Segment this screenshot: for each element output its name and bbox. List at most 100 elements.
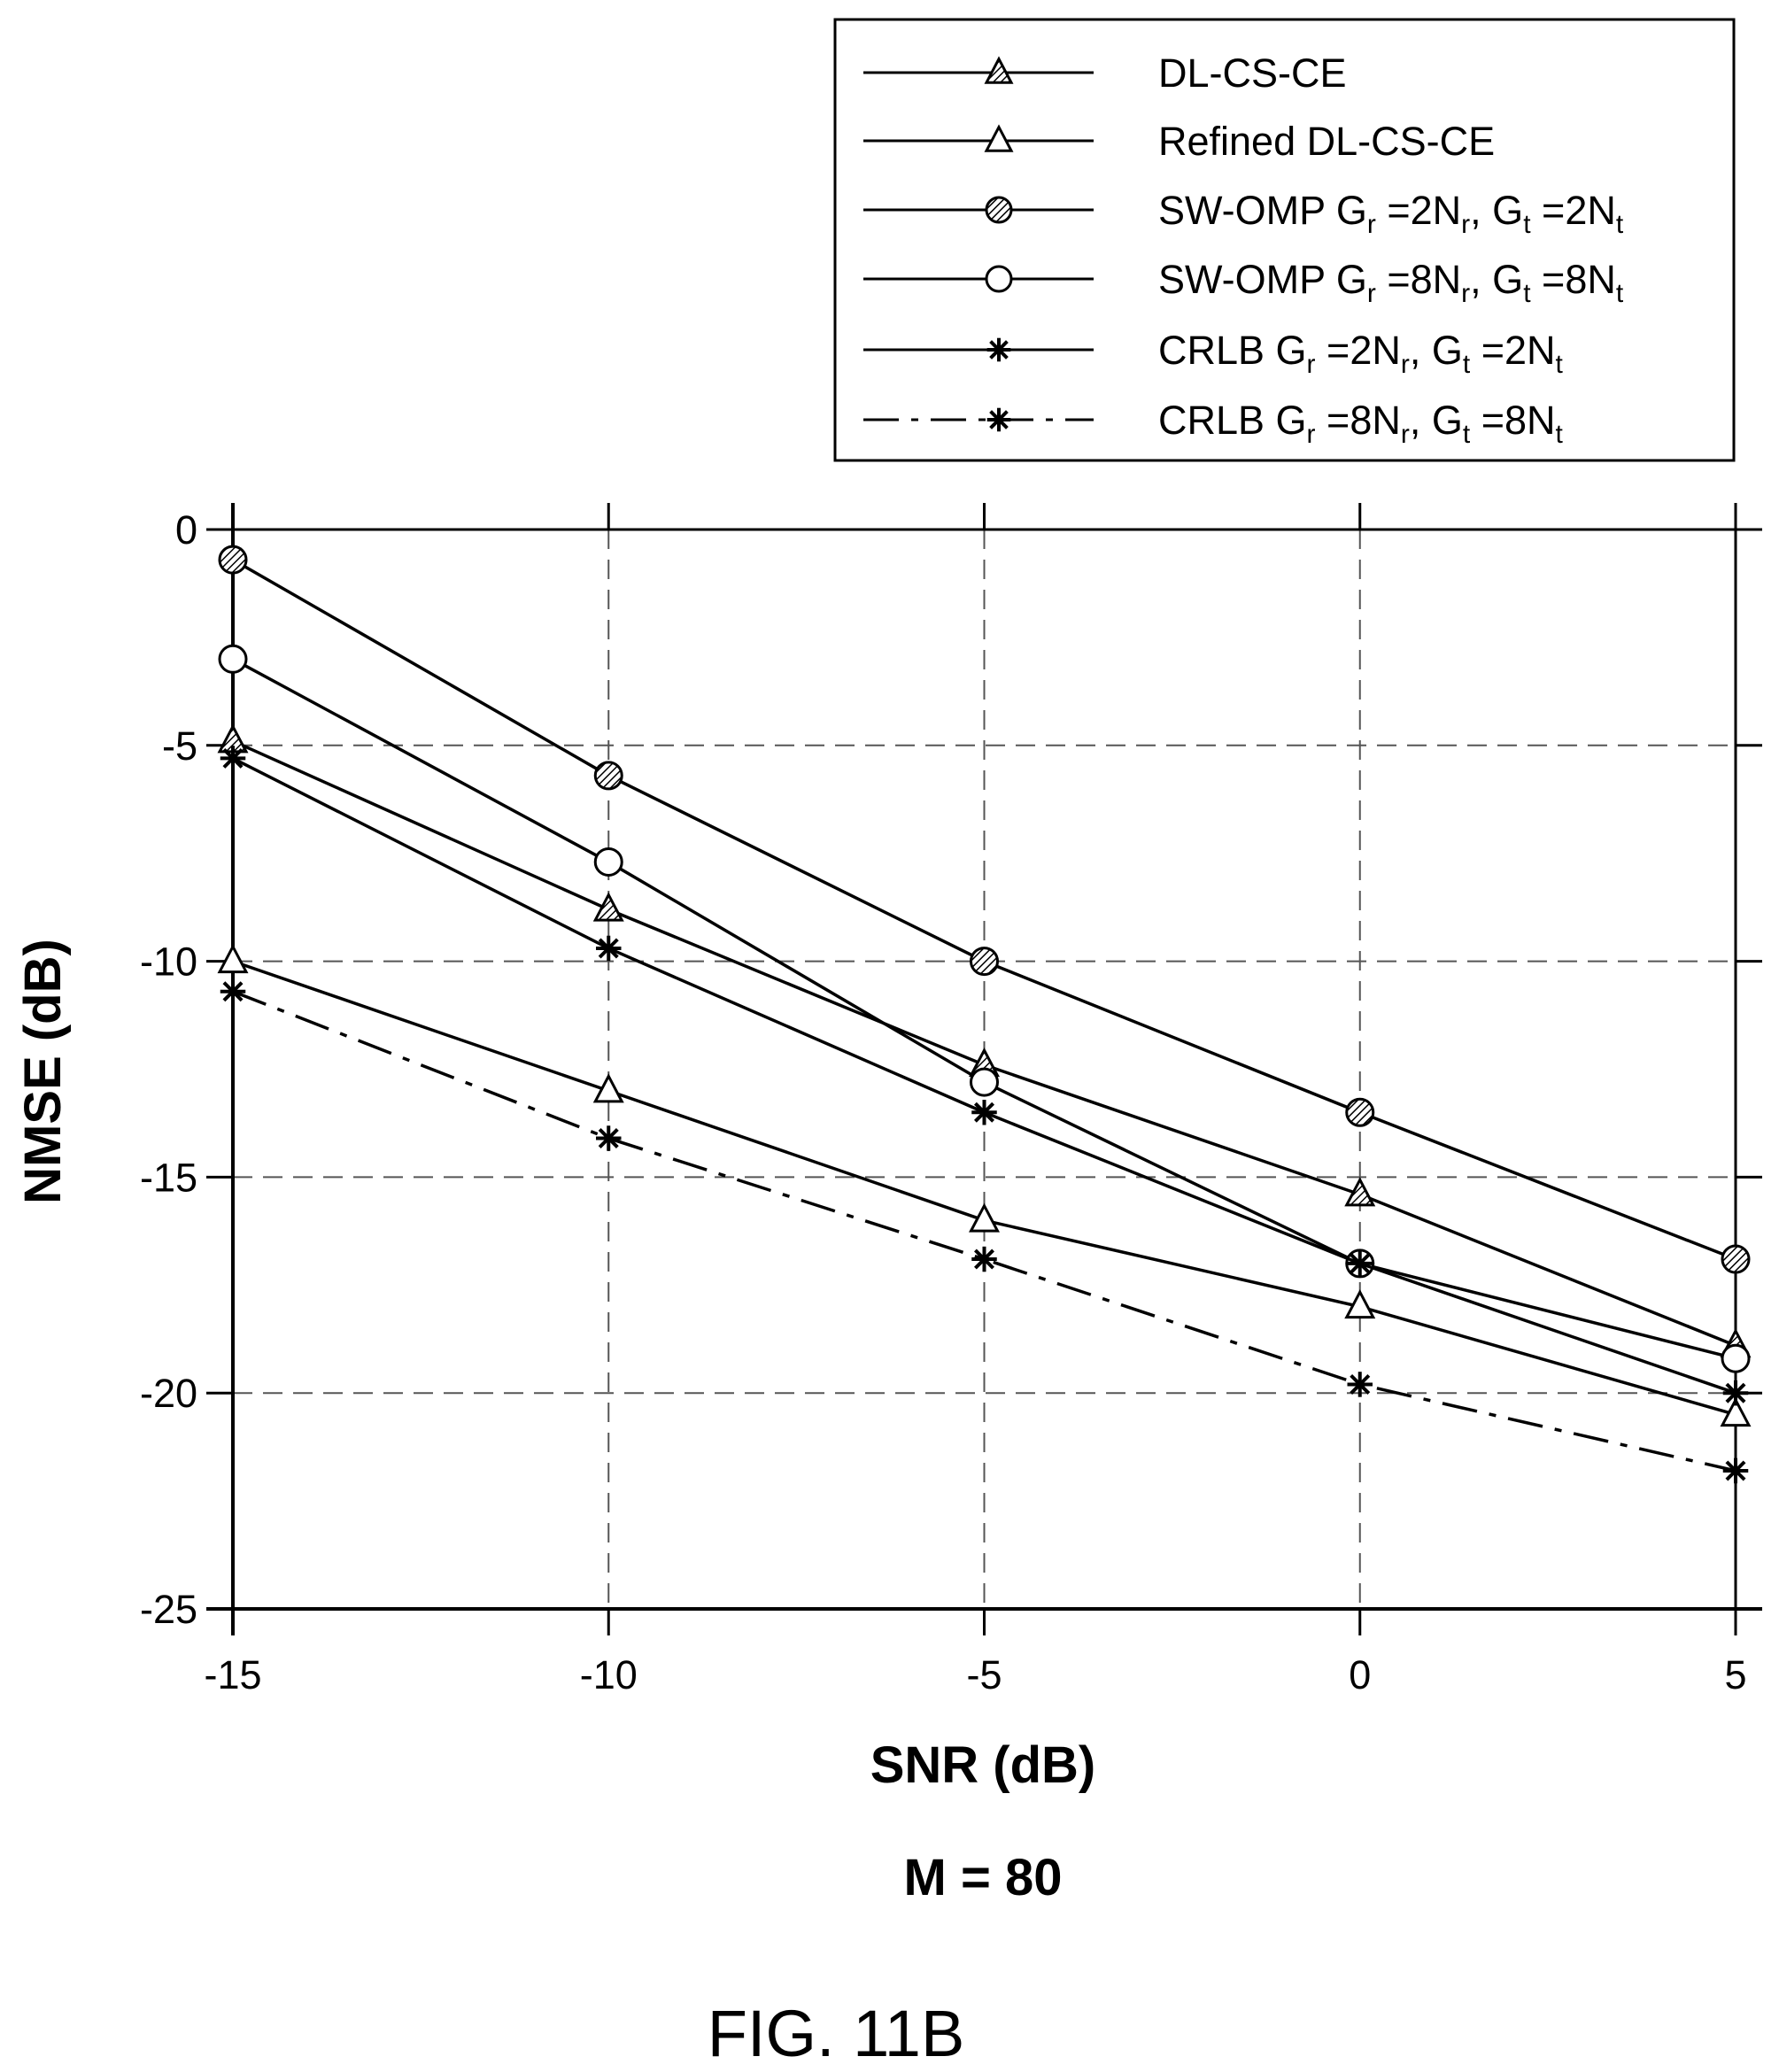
legend-subscript: t xyxy=(1556,350,1564,379)
legend-text-part: CRLB G xyxy=(1158,328,1307,373)
series-5 xyxy=(220,746,1749,1406)
circle-marker xyxy=(593,761,623,791)
asterisk-marker xyxy=(971,1100,997,1125)
y-tick-label: -25 xyxy=(140,1587,197,1632)
triangle-marker xyxy=(969,1202,1000,1233)
legend-subscript: r xyxy=(1307,350,1316,379)
legend-subscript: t xyxy=(1616,210,1624,239)
x-axis-title: SNR (dB) xyxy=(870,1736,1096,1794)
asterisk-marker xyxy=(971,1246,997,1272)
triangle-marker xyxy=(592,1073,624,1103)
triangle-marker xyxy=(217,943,249,974)
legend-subscript: t xyxy=(1523,279,1531,308)
legend-entry-6: CRLB Gr =8Nr, Gt =8Nt xyxy=(863,398,1564,449)
circle-marker xyxy=(985,196,1013,224)
legend-text-part: =8N xyxy=(1316,398,1401,443)
y-tick-label: 0 xyxy=(175,507,197,553)
legend-label: CRLB Gr =8Nr, Gt =8Nt xyxy=(1158,398,1564,449)
asterisk-marker xyxy=(1347,1372,1373,1397)
x-tick-label: 5 xyxy=(1724,1652,1746,1697)
legend-text-part: CRLB G xyxy=(1158,398,1307,443)
legend-text-part: =2N xyxy=(1316,328,1401,373)
legend-text-part: DL-CS-CE xyxy=(1158,50,1347,96)
circle-marker xyxy=(218,545,248,575)
legend-subscript: r xyxy=(1367,210,1376,239)
asterisk-marker xyxy=(596,1125,622,1151)
legend-subscript: t xyxy=(1463,420,1471,449)
legend-text-part: , G xyxy=(1470,257,1523,302)
chart-subtitle: M = 80 xyxy=(904,1849,1063,1906)
circle-marker xyxy=(1721,1244,1751,1274)
asterisk-marker xyxy=(1722,1380,1749,1406)
triangle-marker xyxy=(592,892,624,922)
legend-subscript: t xyxy=(1463,350,1471,379)
legend-subscript: t xyxy=(1556,420,1564,449)
legend-text-part: , G xyxy=(1410,398,1463,443)
asterisk-marker xyxy=(1347,1250,1373,1277)
asterisk-marker xyxy=(220,978,246,1004)
asterisk-marker xyxy=(986,407,1011,432)
legend-label: DL-CS-CE xyxy=(1158,50,1347,96)
asterisk-marker xyxy=(220,746,246,771)
legend-entry-4: SW-OMP Gr =8Nr, Gt =8Nt xyxy=(863,257,1624,308)
series-3 xyxy=(218,545,1751,1274)
y-tick-label: -5 xyxy=(162,723,197,769)
figure-label: FIG. 11B xyxy=(708,1997,965,2068)
triangle-marker xyxy=(984,56,1014,84)
legend-text-part: , G xyxy=(1410,328,1463,373)
legend-subscript: r xyxy=(1307,420,1316,449)
legend-label: SW-OMP Gr =8Nr, Gt =8Nt xyxy=(1158,257,1624,308)
legend-text-part: , G xyxy=(1470,188,1523,233)
legend-label: Refined DL-CS-CE xyxy=(1158,119,1495,164)
circle-marker xyxy=(1345,1097,1375,1127)
legend-entry-5: CRLB Gr =2Nr, Gt =2Nt xyxy=(863,328,1564,379)
asterisk-marker xyxy=(986,337,1011,362)
data-series xyxy=(217,545,1752,1484)
legend-text-part: Refined DL-CS-CE xyxy=(1158,119,1495,164)
asterisk-marker xyxy=(596,935,622,962)
legend-subscript: t xyxy=(1523,210,1531,239)
legend-subscript: r xyxy=(1401,350,1410,379)
legend-subscript: r xyxy=(1401,420,1410,449)
y-tick-label: -10 xyxy=(140,939,197,985)
legend-entry-1: DL-CS-CE xyxy=(863,50,1347,96)
x-tick-label: -5 xyxy=(966,1652,1002,1697)
legend-subscript: r xyxy=(1367,279,1376,308)
legend-text-part: SW-OMP G xyxy=(1158,257,1367,302)
circle-marker xyxy=(985,265,1013,293)
legend-text-part: SW-OMP G xyxy=(1158,188,1367,233)
axes xyxy=(206,503,1762,1635)
series-2 xyxy=(217,943,1752,1427)
legend-subscript: r xyxy=(1461,279,1470,308)
legend-subscript: r xyxy=(1461,210,1470,239)
legend-subscript: t xyxy=(1616,279,1624,308)
y-tick-label: -20 xyxy=(140,1371,197,1416)
y-tick-label: -15 xyxy=(140,1155,197,1200)
legend-label: CRLB Gr =2Nr, Gt =2Nt xyxy=(1158,328,1564,379)
asterisk-marker xyxy=(1722,1457,1749,1484)
circle-marker xyxy=(970,1067,999,1097)
legend-text-part: =8N xyxy=(1376,257,1461,302)
triangle-marker xyxy=(1344,1177,1376,1207)
triangle-marker xyxy=(1720,1396,1752,1427)
legend-text-part: =2N xyxy=(1376,188,1461,233)
x-tick-label: 0 xyxy=(1349,1652,1371,1697)
legend-label: SW-OMP Gr =2Nr, Gt =2Nt xyxy=(1158,188,1624,239)
legend-entry-3: SW-OMP Gr =2Nr, Gt =2Nt xyxy=(863,188,1624,239)
legend-text-part: =2N xyxy=(1470,328,1555,373)
legend-text-part: =8N xyxy=(1470,398,1555,443)
circle-marker xyxy=(593,847,623,877)
legend-text-part: =2N xyxy=(1531,188,1616,233)
series-6 xyxy=(220,978,1749,1484)
triangle-marker xyxy=(984,124,1014,152)
x-tick-label: -15 xyxy=(204,1652,261,1697)
triangle-marker xyxy=(1344,1288,1376,1319)
circle-marker xyxy=(970,947,999,977)
legend-entry-2: Refined DL-CS-CE xyxy=(863,119,1495,164)
tick-labels: -15 -10 -5 0 5 0 -5 -10 -15 -20 -25 xyxy=(140,507,1747,1697)
circle-marker xyxy=(1721,1343,1751,1373)
y-axis-title: NMSE (dB) xyxy=(14,939,72,1204)
